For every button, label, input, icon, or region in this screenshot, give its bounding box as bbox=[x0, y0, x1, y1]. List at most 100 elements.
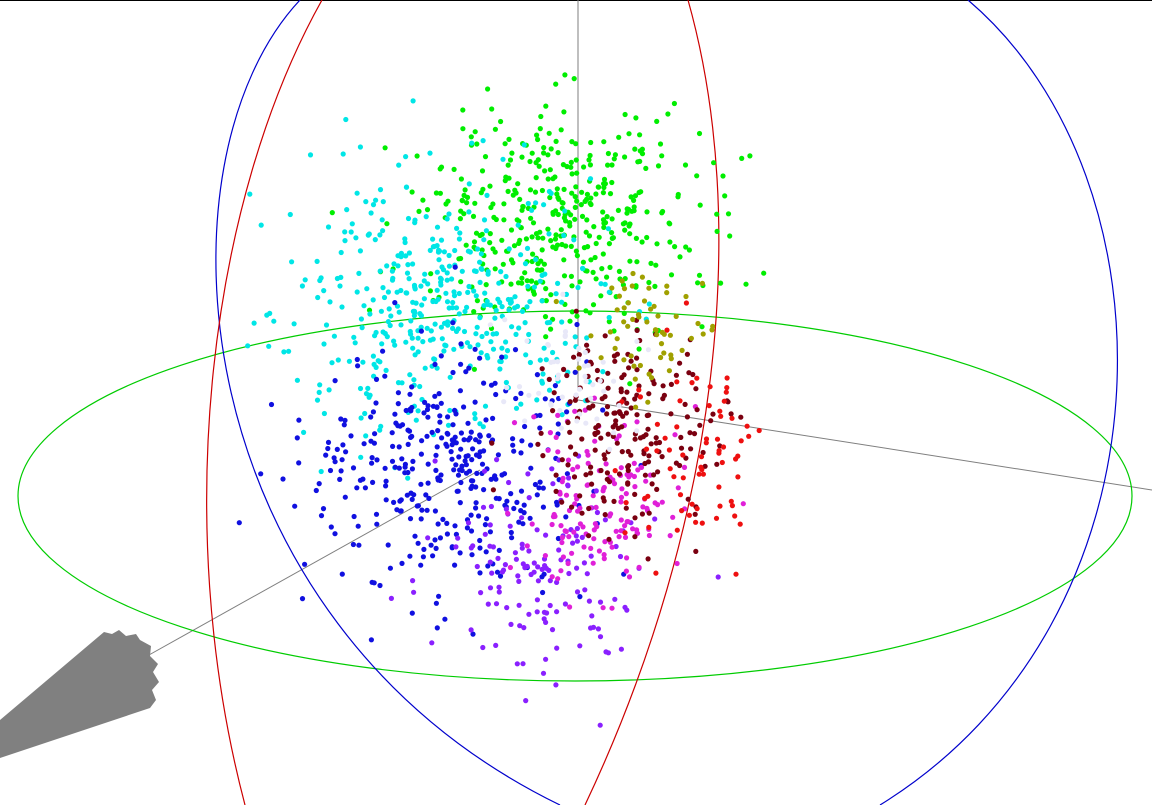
data-point bbox=[599, 266, 605, 272]
data-point bbox=[512, 550, 519, 556]
data-point bbox=[575, 284, 581, 291]
data-point bbox=[633, 115, 639, 121]
data-point bbox=[340, 151, 346, 157]
data-point bbox=[477, 355, 483, 361]
data-point bbox=[394, 507, 400, 513]
data-point bbox=[522, 423, 528, 430]
data-point bbox=[427, 247, 433, 253]
data-point bbox=[402, 464, 408, 470]
data-point bbox=[607, 329, 614, 335]
data-point bbox=[543, 656, 549, 662]
data-point bbox=[487, 322, 493, 328]
data-point bbox=[497, 299, 503, 305]
data-point bbox=[600, 251, 606, 257]
data-point bbox=[644, 209, 650, 215]
data-point bbox=[632, 146, 638, 152]
data-point bbox=[688, 446, 694, 452]
data-point bbox=[635, 467, 641, 473]
data-point bbox=[487, 529, 493, 535]
data-point bbox=[504, 605, 510, 611]
data-point bbox=[435, 249, 442, 255]
data-point bbox=[654, 448, 660, 454]
data-point bbox=[369, 460, 375, 466]
data-point bbox=[659, 153, 665, 159]
data-point bbox=[481, 448, 487, 454]
data-point bbox=[608, 511, 614, 517]
data-point bbox=[625, 464, 631, 470]
data-point bbox=[573, 248, 580, 254]
data-point bbox=[546, 130, 552, 136]
data-point bbox=[579, 534, 585, 541]
data-point bbox=[441, 348, 447, 354]
data-point bbox=[570, 466, 576, 472]
data-point bbox=[433, 600, 439, 606]
data-point bbox=[659, 499, 665, 505]
data-point bbox=[708, 418, 714, 424]
data-point bbox=[598, 355, 604, 361]
data-point bbox=[625, 519, 631, 525]
data-point bbox=[501, 217, 507, 223]
data-point bbox=[601, 176, 608, 182]
data-point bbox=[684, 414, 691, 420]
data-point bbox=[646, 524, 652, 531]
data-point bbox=[359, 325, 365, 331]
data-point bbox=[622, 530, 628, 536]
data-point bbox=[652, 516, 658, 522]
data-point bbox=[696, 272, 703, 278]
data-point bbox=[428, 328, 434, 334]
data-point bbox=[555, 211, 561, 218]
data-point bbox=[286, 348, 292, 354]
data-point bbox=[597, 634, 604, 640]
data-point bbox=[727, 233, 733, 239]
data-point bbox=[700, 331, 706, 337]
data-point bbox=[427, 288, 433, 294]
data-point bbox=[542, 314, 549, 320]
data-point bbox=[671, 100, 678, 107]
data-point bbox=[442, 616, 448, 622]
data-point bbox=[445, 431, 451, 437]
data-point bbox=[598, 467, 604, 474]
data-point bbox=[553, 291, 559, 297]
data-point bbox=[478, 350, 484, 356]
data-point bbox=[519, 545, 525, 551]
data-point bbox=[590, 382, 596, 388]
data-point bbox=[485, 601, 491, 607]
data-point bbox=[533, 175, 539, 181]
data-point bbox=[543, 103, 549, 109]
data-point bbox=[350, 465, 357, 471]
data-point bbox=[473, 230, 480, 236]
data-point bbox=[444, 531, 450, 537]
data-point bbox=[528, 442, 534, 448]
data-point bbox=[455, 472, 462, 478]
data-point bbox=[577, 594, 583, 600]
data-point bbox=[674, 560, 680, 567]
data-point bbox=[394, 289, 400, 295]
data-point bbox=[357, 144, 363, 150]
data-point bbox=[446, 263, 452, 269]
data-point bbox=[561, 232, 567, 239]
data-point bbox=[537, 278, 543, 284]
data-point bbox=[473, 452, 480, 458]
data-point bbox=[680, 475, 686, 481]
data-point bbox=[508, 281, 514, 287]
data-point bbox=[501, 399, 507, 405]
data-point bbox=[477, 259, 483, 265]
data-point bbox=[553, 232, 559, 238]
data-point bbox=[615, 207, 622, 213]
data-point bbox=[618, 528, 624, 534]
data-point bbox=[628, 358, 634, 364]
data-point bbox=[600, 407, 606, 413]
data-point bbox=[420, 197, 426, 203]
data-point bbox=[428, 271, 434, 277]
data-point bbox=[488, 503, 494, 510]
data-point bbox=[341, 422, 347, 428]
data-point bbox=[634, 412, 640, 418]
data-point bbox=[740, 501, 746, 507]
data-point bbox=[618, 499, 624, 505]
data-point bbox=[521, 625, 527, 631]
data-point bbox=[434, 287, 440, 293]
data-point bbox=[573, 157, 579, 163]
data-point bbox=[630, 270, 636, 277]
data-point bbox=[489, 106, 495, 112]
